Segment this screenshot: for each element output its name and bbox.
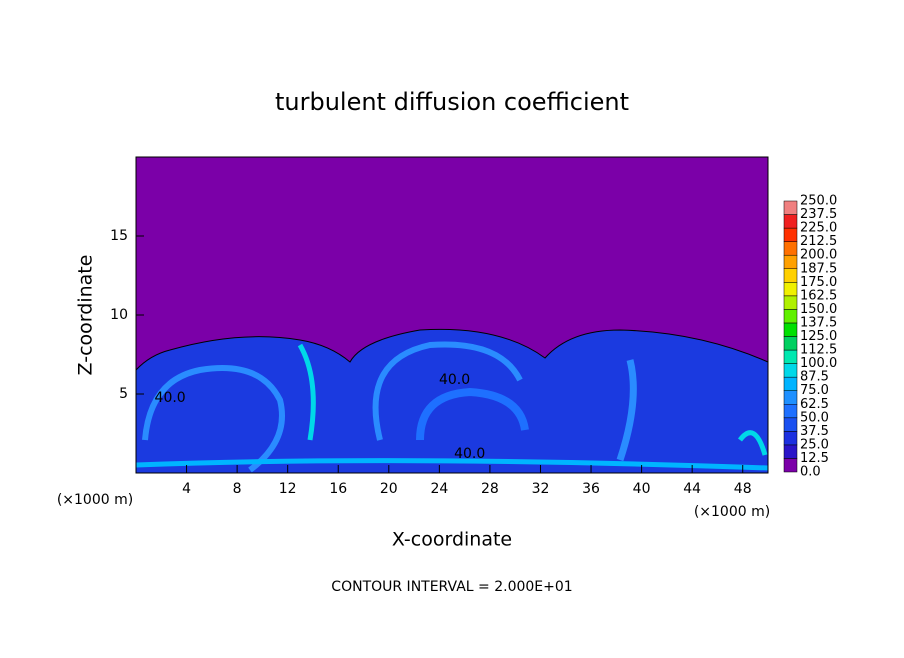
field-swirl xyxy=(738,430,768,456)
colorbar-swatch xyxy=(783,227,798,242)
field-swirl xyxy=(135,458,769,471)
x-tick-label: 40 xyxy=(633,481,651,497)
colorbar-label: 12.5 xyxy=(800,451,829,466)
colorbar-swatch xyxy=(783,417,798,432)
colorbar-swatch xyxy=(783,444,798,459)
colorbar-swatch xyxy=(783,336,798,351)
x-tick-label: 12 xyxy=(279,481,297,497)
colorbar-label: 37.5 xyxy=(800,424,829,439)
contour-label: 40.0 xyxy=(454,446,485,462)
colorbar-label: 250.0 xyxy=(800,194,837,209)
field xyxy=(135,328,769,474)
colorbar-label: 162.5 xyxy=(800,288,837,303)
field-region xyxy=(135,328,769,474)
colorbar-swatch xyxy=(783,322,798,337)
x-tick-label: 8 xyxy=(233,481,242,497)
y-tick-label: 10 xyxy=(110,307,128,323)
colorbar-label: 0.0 xyxy=(800,465,821,480)
y-axis-title: Z-coordinate xyxy=(75,255,97,376)
colorbar-label: 150.0 xyxy=(800,302,837,317)
colorbar-label: 125.0 xyxy=(800,329,837,344)
colorbar-swatch xyxy=(783,295,798,310)
colorbar-label: 50.0 xyxy=(800,410,829,425)
colorbar-swatch xyxy=(783,376,798,391)
field-swirl xyxy=(416,387,529,441)
colorbar-label: 237.5 xyxy=(800,207,837,222)
colorbar-label: 200.0 xyxy=(800,248,837,263)
x-unit: (×1000 m) xyxy=(694,504,770,520)
x-tick-label: 28 xyxy=(481,481,499,497)
colorbar-swatch xyxy=(783,349,798,364)
x-unit: (×1000 m) xyxy=(57,492,133,508)
colorbar-label: 62.5 xyxy=(800,397,829,412)
colorbar-swatch xyxy=(783,268,798,283)
contour-label: 40.0 xyxy=(155,390,186,406)
field-swirl xyxy=(372,341,523,441)
colorbar-swatch xyxy=(783,241,798,256)
colorbar-label: 137.5 xyxy=(800,315,837,330)
y-tick-label: 15 xyxy=(110,228,128,244)
x-tick-label: 32 xyxy=(532,481,550,497)
colorbar-label: 75.0 xyxy=(800,383,829,398)
colorbar-label: 25.0 xyxy=(800,437,829,452)
colorbar-swatch xyxy=(783,404,798,419)
colorbar-label: 212.5 xyxy=(800,234,837,249)
footer-note: CONTOUR INTERVAL = 2.000E+01 xyxy=(331,579,572,595)
colorbar-swatch xyxy=(783,214,798,229)
x-tick-label: 44 xyxy=(683,481,701,497)
colorbar-label: 87.5 xyxy=(800,370,829,385)
x-tick-label: 48 xyxy=(734,481,752,497)
x-tick-label: 36 xyxy=(582,481,600,497)
x-tick-label: 24 xyxy=(430,481,448,497)
colorbar-swatch xyxy=(783,309,798,324)
contour-label: 40.0 xyxy=(439,372,470,388)
colorbar-swatch xyxy=(783,200,798,215)
colorbar-label: 225.0 xyxy=(800,221,837,236)
colorbar-label: 100.0 xyxy=(800,356,837,371)
x-tick-label: 16 xyxy=(329,481,347,497)
colorbar-swatch xyxy=(783,254,798,269)
x-tick-label: 4 xyxy=(182,481,191,497)
colorbar-label: 187.5 xyxy=(800,261,837,276)
x-axis-title: X-coordinate xyxy=(392,529,512,551)
field-swirl xyxy=(142,365,285,473)
colorbar-swatch xyxy=(783,431,798,446)
y-tick-label: 5 xyxy=(119,386,128,402)
chart-title: turbulent diffusion coefficient xyxy=(275,88,629,116)
field-swirl xyxy=(297,343,316,441)
colorbar-label: 175.0 xyxy=(800,275,837,290)
colorbar-swatch xyxy=(783,458,798,473)
colorbar-label: 112.5 xyxy=(800,343,837,358)
x-tick-label: 20 xyxy=(380,481,398,497)
colorbar-swatch xyxy=(783,390,798,405)
colorbar-swatch xyxy=(783,282,798,297)
field-swirl xyxy=(616,359,637,462)
colorbar-swatch xyxy=(783,363,798,378)
